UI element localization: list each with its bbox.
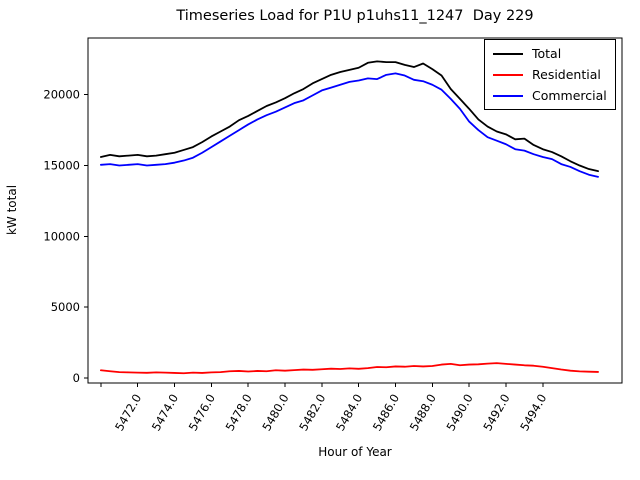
y-axis-label: kW total	[5, 184, 19, 236]
x-tick-label: 5482.0	[296, 392, 328, 434]
y-tick-label: 5000	[51, 300, 80, 314]
x-tick-label: 5478.0	[223, 392, 255, 434]
x-axis-label: Hour of Year	[318, 445, 392, 459]
x-tick-label: 5474.0	[149, 392, 181, 434]
y-tick-label: 0	[73, 371, 80, 385]
x-tick-label: 5472.0	[112, 392, 144, 434]
legend-label-residential: Residential	[532, 67, 601, 82]
x-tick-label: 5484.0	[333, 392, 365, 434]
legend-label-commercial: Commercial	[532, 88, 607, 103]
y-tick-label: 10000	[43, 229, 80, 243]
legend-label-total: Total	[532, 46, 562, 61]
legend-entry-residential: Residential	[493, 67, 607, 82]
x-tick-label: 5490.0	[444, 392, 476, 434]
x-tick-label: 5488.0	[407, 392, 439, 434]
legend-line-commercial	[493, 94, 523, 97]
legend-line-total	[493, 52, 523, 55]
x-tick-label: 5492.0	[480, 392, 512, 434]
chart-title: Timeseries Load for P1U p1uhs11_1247 Day…	[176, 8, 534, 24]
legend-entry-commercial: Commercial	[493, 88, 607, 103]
series-line-total	[99, 60, 599, 173]
plot-border	[87, 37, 623, 384]
y-tick-label: 20000	[43, 88, 80, 102]
x-tick-label: 5494.0	[517, 392, 549, 434]
series-line-residential	[99, 362, 599, 375]
y-tick-label: 15000	[43, 159, 80, 173]
x-tick-label: 5476.0	[186, 392, 218, 434]
x-tick-label: 5486.0	[370, 392, 402, 434]
series-line-commercial	[99, 72, 599, 178]
legend-entry-total: Total	[493, 46, 607, 61]
legend: Total Residential Commercial	[484, 39, 616, 110]
legend-line-residential	[493, 73, 523, 76]
x-tick-label: 5480.0	[259, 392, 291, 434]
